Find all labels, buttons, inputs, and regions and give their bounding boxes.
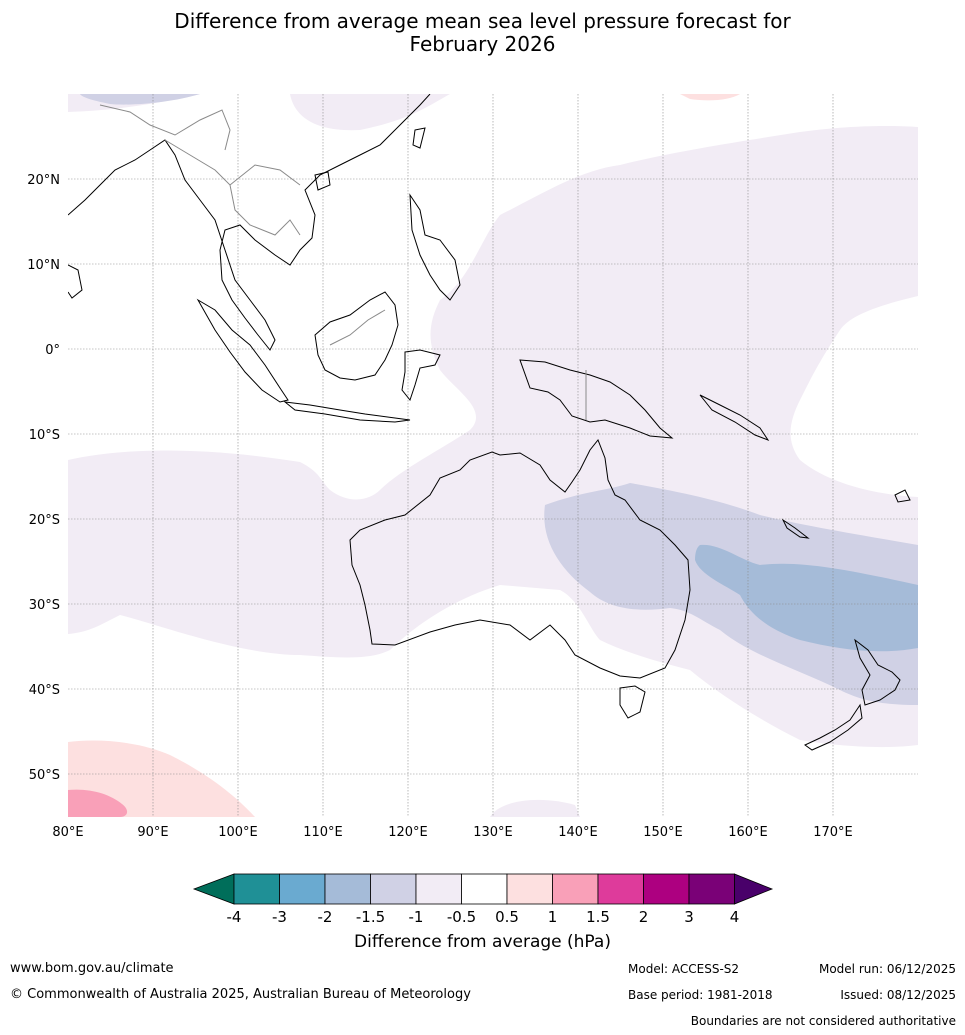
lat-tick-30S: 30°S [29,598,60,613]
colorbar-tick: 3 [684,908,694,926]
footer-url[interactable]: www.bom.gov.au/climate [10,961,174,976]
footer-copyright: © Commonwealth of Australia 2025, Austra… [10,987,471,1002]
coastline-fiji [894,489,911,503]
colorbar-tick: -3 [272,908,287,926]
coastline-sumatra [196,298,289,403]
coastline-tasmania [619,685,646,719]
lon-tick-80E: 80°E [52,825,83,840]
footer-issued: Issued: 08/12/2025 [840,988,956,1002]
coastline-new-guinea [519,359,674,439]
lat-tick-40S: 40°S [29,683,60,698]
anomaly-region-minus-1.5 [695,544,918,652]
coastline-sulawesi [401,349,441,402]
anomaly-region-minus-1 [544,483,918,705]
colorbar: -4 -3 -2 -1.5 -1 -0.5 0.5 1 1.5 2 3 4 [192,873,774,926]
map-area [68,94,918,817]
colorbar-segments [233,873,735,905]
colorbar-segment-4 [370,873,417,905]
lon-tick-120E: 120°E [388,825,428,840]
lon-tick-130E: 130°E [473,825,513,840]
lat-tick-10N: 10°N [27,258,60,273]
colorbar-tick: -4 [227,908,242,926]
latitude-axis: 20°N 10°N 0° 10°S 20°S 30°S 40°S 50°S [27,173,60,783]
footer-model: Model: ACCESS-S2 [628,962,740,976]
lat-tick-20N: 20°N [27,173,60,188]
anomaly-region-plus-1 [68,789,128,817]
lon-tick-160E: 160°E [728,825,768,840]
lon-tick-150E: 150°E [643,825,683,840]
lat-tick-50S: 50°S [29,768,60,783]
lon-tick-100E: 100°E [218,825,258,840]
colorbar-ticks: -4 -3 -2 -1.5 -1 -0.5 0.5 1 1.5 2 3 4 [227,908,740,926]
coastline-hainan [314,171,331,191]
lon-tick-170E: 170°E [813,825,853,840]
coastline-asia-mainland [68,94,431,351]
colorbar-tick: 0.5 [495,908,519,926]
colorbar-tick: 1 [548,908,558,926]
country-borders [99,104,587,420]
colorbar-tick: -0.5 [447,908,476,926]
colorbar-extend-low [192,873,235,905]
chart-title: Difference from average mean sea level p… [0,10,965,56]
colorbar-segment-8 [552,873,599,905]
footer-disclaimer: Boundaries are not considered authoritat… [690,1014,956,1028]
longitude-axis: 80°E 90°E 100°E 110°E 120°E 130°E 140°E … [52,825,852,840]
anomaly-region-minus-1-north [80,94,200,105]
anomaly-region-north [290,94,450,131]
lat-tick-10S: 10°S [29,428,60,443]
coastline-sri-lanka [68,264,83,299]
colorbar-segment-5 [415,873,462,905]
title-line-1: Difference from average mean sea level p… [174,9,791,33]
colorbar-segment-7 [506,873,553,905]
coastline-australia [349,439,691,679]
lat-tick-0: 0° [45,343,60,358]
colorbar-segment-1 [233,873,280,905]
coastline-new-zealand-north [854,638,901,706]
lon-tick-90E: 90°E [137,825,168,840]
colorbar-segment-6 [461,873,508,905]
colorbar-segment-11 [688,873,735,905]
lon-tick-110E: 110°E [303,825,343,840]
colorbar-tick: 1.5 [586,908,610,926]
colorbar-tick: -1 [409,908,424,926]
lon-tick-140E: 140°E [558,825,598,840]
colorbar-segment-10 [643,873,690,905]
colorbar-tick: -1.5 [356,908,385,926]
coastline-taiwan [412,127,426,149]
coastline-new-caledonia [781,518,810,539]
coastline-new-zealand-south [804,703,863,751]
colorbar-segment-2 [279,873,326,905]
colorbar-segment-9 [597,873,644,905]
coastline-java [283,401,411,423]
anomaly-region-far-south [490,799,580,817]
coastlines [68,94,911,751]
gridlines [68,94,918,817]
colorbar-tick: -2 [318,908,333,926]
title-line-2: February 2026 [409,32,556,56]
colorbar-tick: 2 [639,908,649,926]
colorbar-segment-3 [324,873,371,905]
lat-tick-20S: 20°S [29,513,60,528]
colorbar-extend-high [734,873,774,905]
coastline-borneo [314,291,399,381]
colorbar-tick: 4 [730,908,740,926]
coastline-solomon-islands [699,394,770,442]
colorbar-label: Difference from average (hPa) [354,932,611,952]
anomaly-region-plus-0.5-north [680,94,740,101]
anomaly-region-plus-0.5 [68,740,255,817]
coastline-philippines [409,193,461,301]
footer-model-run: Model run: 06/12/2025 [818,962,956,976]
footer-base-period: Base period: 1981-2018 [628,988,773,1002]
